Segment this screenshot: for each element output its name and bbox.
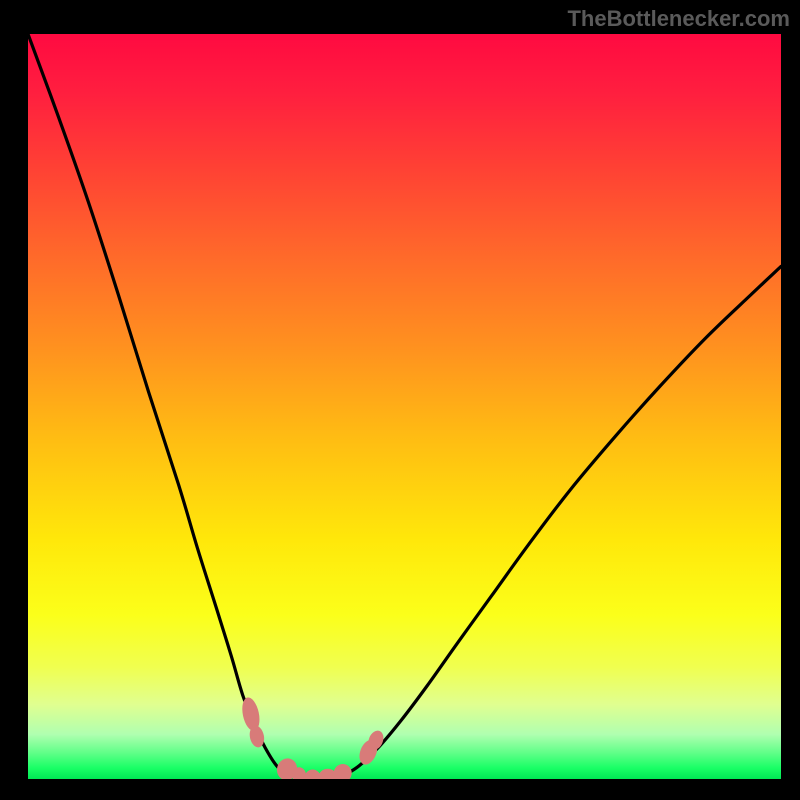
plot-area: [28, 34, 781, 779]
watermark-text: TheBottlenecker.com: [567, 6, 790, 32]
plot-svg: [28, 34, 781, 779]
gradient-background: [28, 34, 781, 779]
chart-container: TheBottlenecker.com: [0, 0, 800, 800]
